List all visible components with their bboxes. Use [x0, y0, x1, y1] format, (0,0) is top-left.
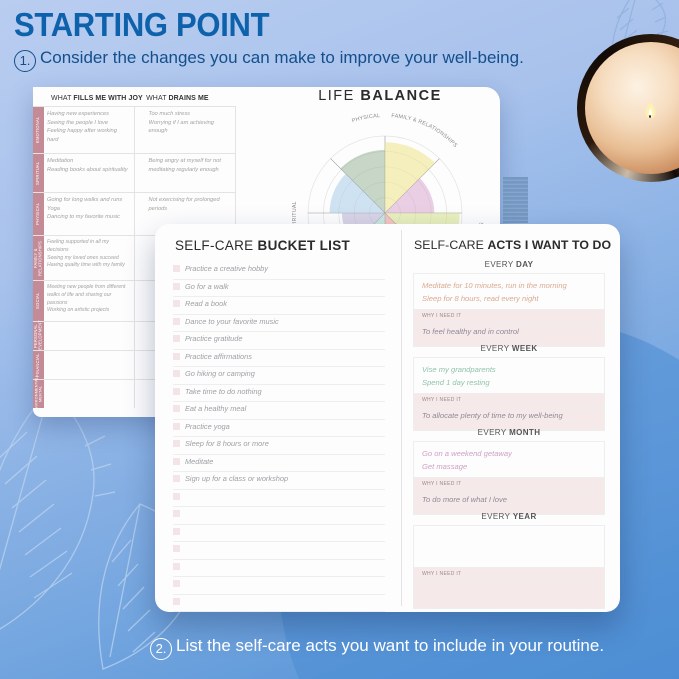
svg-text:FAMILY & RELATIONSHIPS: FAMILY & RELATIONSHIPS — [391, 113, 458, 149]
svg-text:PHYSICAL: PHYSICAL — [351, 113, 380, 124]
